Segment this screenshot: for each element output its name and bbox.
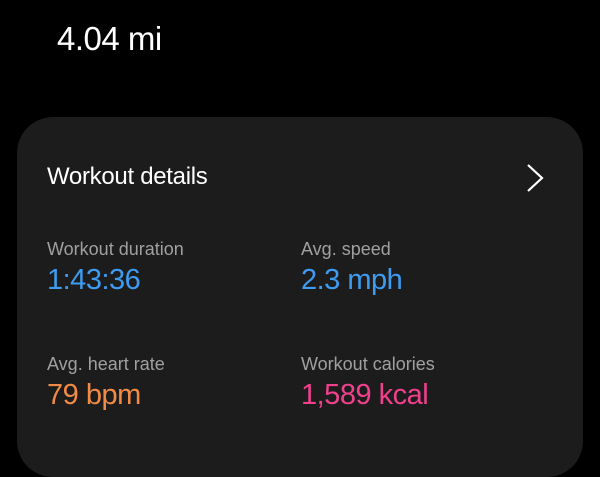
stat-label: Workout calories (301, 354, 435, 374)
card-title: Workout details (47, 163, 208, 190)
stat-label: Avg. speed (301, 239, 391, 259)
chevron-right-icon[interactable] (523, 162, 547, 194)
stat-label: Avg. heart rate (47, 354, 165, 374)
stat-workout-duration: Workout duration 1:43:36 (47, 239, 184, 297)
stat-avg-speed: Avg. speed 2.3 mph (301, 239, 403, 297)
stat-workout-calories: Workout calories 1,589 kcal (301, 354, 435, 412)
stat-value: 1:43:36 (47, 264, 141, 296)
stat-value: 79 bpm (47, 379, 141, 411)
stat-avg-heart-rate: Avg. heart rate 79 bpm (47, 354, 165, 412)
workout-details-card[interactable]: Workout details Workout duration 1:43:36… (17, 117, 583, 477)
stat-label: Workout duration (47, 239, 184, 259)
stat-value: 2.3 mph (301, 264, 403, 296)
distance-value: 4.04 mi (57, 20, 162, 57)
stat-value: 1,589 kcal (301, 379, 429, 411)
